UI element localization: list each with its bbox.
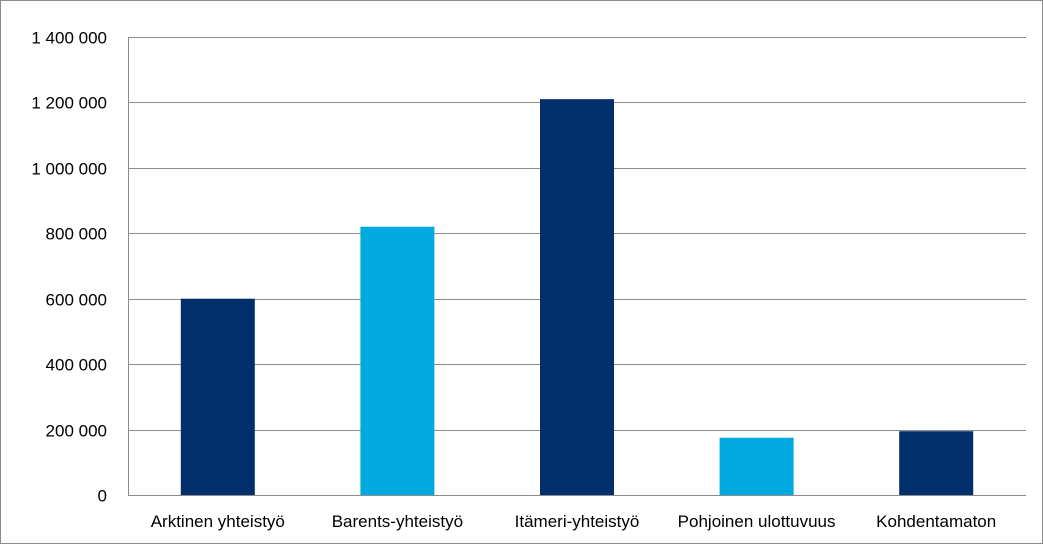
bars — [180, 99, 974, 496]
y-tick-label: 400 000 — [46, 356, 107, 375]
bar — [180, 298, 255, 495]
x-tick-label: Itämeri-yhteistyö — [515, 512, 640, 531]
x-tick-label: Arktinen yhteistyö — [151, 512, 285, 531]
bar — [899, 431, 974, 495]
bar — [719, 437, 794, 495]
y-tick-label: 0 — [98, 487, 107, 506]
y-tick-label: 1 400 000 — [31, 29, 107, 48]
y-tick-label: 600 000 — [46, 291, 107, 310]
y-tick-label: 1 000 000 — [31, 160, 107, 179]
y-tick-label: 1 200 000 — [31, 94, 107, 113]
y-tick-label: 800 000 — [46, 225, 107, 244]
y-tick-label: 200 000 — [46, 422, 107, 441]
x-tick-label: Pohjoinen ulottuvuus — [678, 512, 836, 531]
x-tick-label: Barents-yhteistyö — [332, 512, 463, 531]
bar — [360, 226, 435, 495]
bar — [540, 99, 614, 496]
y-axis: 0 200 000 400 000 600 000 800 000 1 000 000 1 … — [31, 29, 129, 506]
x-axis: Arktinen yhteistyö Barents-yhteistyö Itäme… — [128, 495, 1026, 531]
x-tick-label: Kohdentamaton — [876, 512, 996, 531]
